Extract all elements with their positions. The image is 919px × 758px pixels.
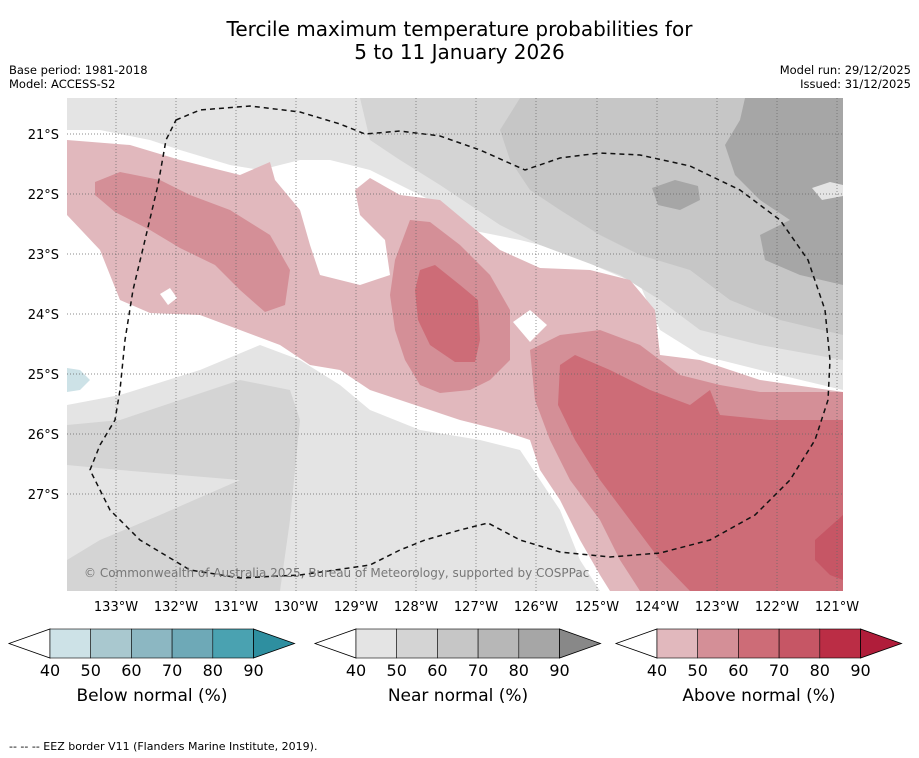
lat-label: 27°S (28, 488, 59, 503)
colorbar-extend-high (559, 628, 602, 659)
lon-label: 131°W (214, 600, 258, 615)
colorbar-extend-high (860, 628, 903, 659)
colorbar-extend-low (313, 628, 357, 659)
colorbar-above: 40 50 60 70 80 90 (614, 628, 903, 680)
title-line-1: Tercile maximum temperature probabilitie… (226, 17, 693, 41)
lon-label: 127°W (454, 600, 498, 615)
white-hole-1 (513, 310, 547, 342)
colorbar-tick-label: 40 (40, 661, 60, 680)
lon-label: 130°W (274, 600, 318, 615)
lon-label: 125°W (575, 600, 619, 615)
colorbar-tick-label: 60 (121, 661, 141, 680)
colorbar-tick-label: 40 (647, 661, 667, 680)
lon-label: 128°W (394, 600, 438, 615)
lon-label: 132°W (154, 600, 198, 615)
lat-label: 24°S (28, 308, 59, 323)
colorbar-label-near: Near normal (%) (387, 686, 529, 706)
colorbar-tick-label: 50 (81, 661, 101, 680)
near-70-patch (652, 180, 700, 210)
colorbar-segment (477, 628, 520, 659)
colorbar-segment (778, 628, 821, 659)
colorbar-tick-label: 70 (769, 661, 789, 680)
map-title: Tercile maximum temperature probabilitie… (0, 18, 919, 64)
colorbar-segment (518, 628, 560, 659)
colorbar-near: 40 50 60 70 80 90 (313, 628, 602, 680)
issued-date: Issued: 31/12/2025 (800, 77, 911, 91)
eez-border (89, 105, 831, 579)
colorbar-segment (656, 628, 699, 659)
lat-label: 25°S (28, 368, 59, 383)
colorbar-segment (355, 628, 398, 659)
colorbar-tick-label: 90 (243, 661, 263, 680)
colorbar-segment (396, 628, 438, 659)
copyright: © Commonwealth of Australia 2025, Bureau… (84, 566, 589, 580)
colorbar-extend-high (253, 628, 296, 659)
lat-label: 23°S (28, 248, 59, 263)
meta-right: Model run: 29/12/2025 Issued: 31/12/2025 (780, 63, 911, 91)
below-40-patch (67, 368, 90, 392)
lon-label: 121°W (815, 600, 859, 615)
lat-label: 22°S (28, 188, 59, 203)
above-60-center (415, 265, 480, 362)
colorbar-tick-label: 90 (549, 661, 569, 680)
near-70-northeast (725, 98, 843, 285)
model-name: Model: ACCESS-S2 (9, 77, 116, 91)
lon-labels: 133°W 132°W 131°W 130°W 129°W 128°W 127°… (94, 600, 859, 615)
near-50-south (67, 380, 300, 591)
lon-label: 124°W (635, 600, 679, 615)
colorbar-tick-label: 50 (688, 661, 708, 680)
colorbar-tick-label: 40 (346, 661, 366, 680)
lon-label: 133°W (94, 600, 138, 615)
lon-label: 126°W (514, 600, 558, 615)
lat-label: 26°S (28, 428, 59, 443)
colorbar-tick-label: 80 (810, 661, 830, 680)
colorbar-segment (90, 628, 132, 659)
colorbar-tick-label: 90 (850, 661, 870, 680)
above-70-patch (815, 515, 843, 580)
grid (67, 98, 843, 591)
colorbar-label-above: Above normal (%) (682, 686, 836, 706)
lon-label: 122°W (755, 600, 799, 615)
colorbar-segment (738, 628, 780, 659)
colorbar-label-below: Below normal (%) (76, 686, 228, 706)
colorbars: 40 50 60 70 80 90 40 50 60 70 80 90 40 50 60 70 80 90 (7, 628, 903, 680)
colorbar-extend-low (7, 628, 51, 659)
white-hole-2 (160, 288, 177, 305)
colorbar-tick-label: 60 (728, 661, 748, 680)
colorbar-segment (171, 628, 214, 659)
colorbar-segment (131, 628, 173, 659)
title-line-2: 5 to 11 January 2026 (354, 40, 565, 64)
lat-labels: 21°S 22°S 23°S 24°S 25°S 26°S 27°S (28, 128, 59, 503)
colorbar-tick-label: 60 (427, 661, 447, 680)
lat-label: 21°S (28, 128, 59, 143)
colorbar-tick-label: 80 (509, 661, 529, 680)
colorbar-below: 40 50 60 70 80 90 (7, 628, 296, 680)
lon-label: 123°W (695, 600, 739, 615)
model-run: Model run: 29/12/2025 (779, 63, 911, 77)
colorbar-segment (819, 628, 861, 659)
above-50-west (95, 172, 290, 312)
colorbar-segment (212, 628, 254, 659)
meta-left: Base period: 1981-2018 Model: ACCESS-S2 (9, 63, 148, 91)
near-white-spot (812, 182, 843, 200)
colorbar-tick-label: 80 (203, 661, 223, 680)
colorbar-tick-label: 70 (468, 661, 488, 680)
colorbar-segment (437, 628, 479, 659)
lon-label: 129°W (334, 600, 378, 615)
colorbar-tick-label: 70 (162, 661, 182, 680)
base-period: Base period: 1981-2018 (9, 63, 148, 77)
probability-fill: © Commonwealth of Australia 2025, Bureau… (67, 98, 843, 591)
colorbar-extend-low (614, 628, 658, 659)
above-60-southeast (558, 355, 843, 591)
colorbar-segment (49, 628, 92, 659)
eez-footnote: -- -- -- EEZ border V11 (Flanders Marine… (9, 740, 318, 753)
colorbar-tick-label: 50 (387, 661, 407, 680)
colorbar-segment (697, 628, 739, 659)
